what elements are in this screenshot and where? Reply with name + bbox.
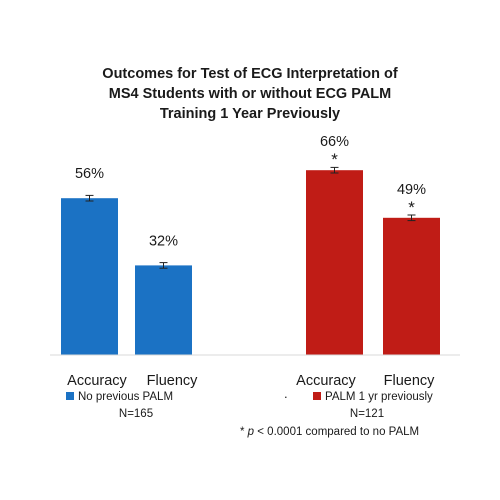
category-labels: Accuracy Fluency Accuracy Fluency — [67, 373, 435, 389]
stray-dot: . — [284, 386, 288, 401]
bar-1-fluency — [383, 217, 440, 355]
legend-label-0: No previous PALM — [78, 391, 173, 403]
legend-swatch-1 — [313, 392, 321, 400]
bar-0-fluency — [135, 265, 192, 355]
value-label-1-1: 49% — [397, 182, 426, 198]
significance-star-1-0: * — [331, 150, 338, 169]
legend-label-1: PALM 1 yr previously — [325, 391, 433, 403]
sample-size-1: N=121 — [350, 408, 384, 420]
title-line-2: MS4 Students with or without ECG PALM — [109, 86, 391, 102]
footnote-p: p — [247, 426, 255, 438]
footnote: * p < 0.0001 compared to no PALM — [240, 426, 419, 438]
sample-size-0: N=165 — [119, 408, 153, 420]
value-label-1-0: 66% — [320, 134, 349, 150]
value-label-0-1: 32% — [149, 233, 178, 249]
footnote-suffix: < 0.0001 compared to no PALM — [254, 426, 419, 438]
category-label-1-0: Accuracy — [296, 373, 356, 389]
legend: No previous PALM N=165 PALM 1 yr previousl… — [66, 391, 433, 420]
category-label-1-1: Fluency — [384, 373, 436, 389]
data-labels: 56%32%66%*49%* — [75, 134, 426, 249]
bars — [61, 166, 440, 355]
significance-star-1-1: * — [408, 198, 415, 217]
category-label-0-0: Accuracy — [67, 373, 127, 389]
bar-1-accuracy — [306, 170, 363, 355]
title-line-1: Outcomes for Test of ECG Interpretation … — [102, 66, 398, 82]
legend-swatch-0 — [66, 392, 74, 400]
chart-title: Outcomes for Test of ECG Interpretation … — [102, 66, 398, 122]
footnote-prefix: * — [240, 426, 248, 438]
category-label-0-1: Fluency — [147, 373, 199, 389]
title-line-3: Training 1 Year Previously — [160, 106, 340, 122]
value-label-0-0: 56% — [75, 166, 104, 182]
bar-0-accuracy — [61, 198, 118, 355]
